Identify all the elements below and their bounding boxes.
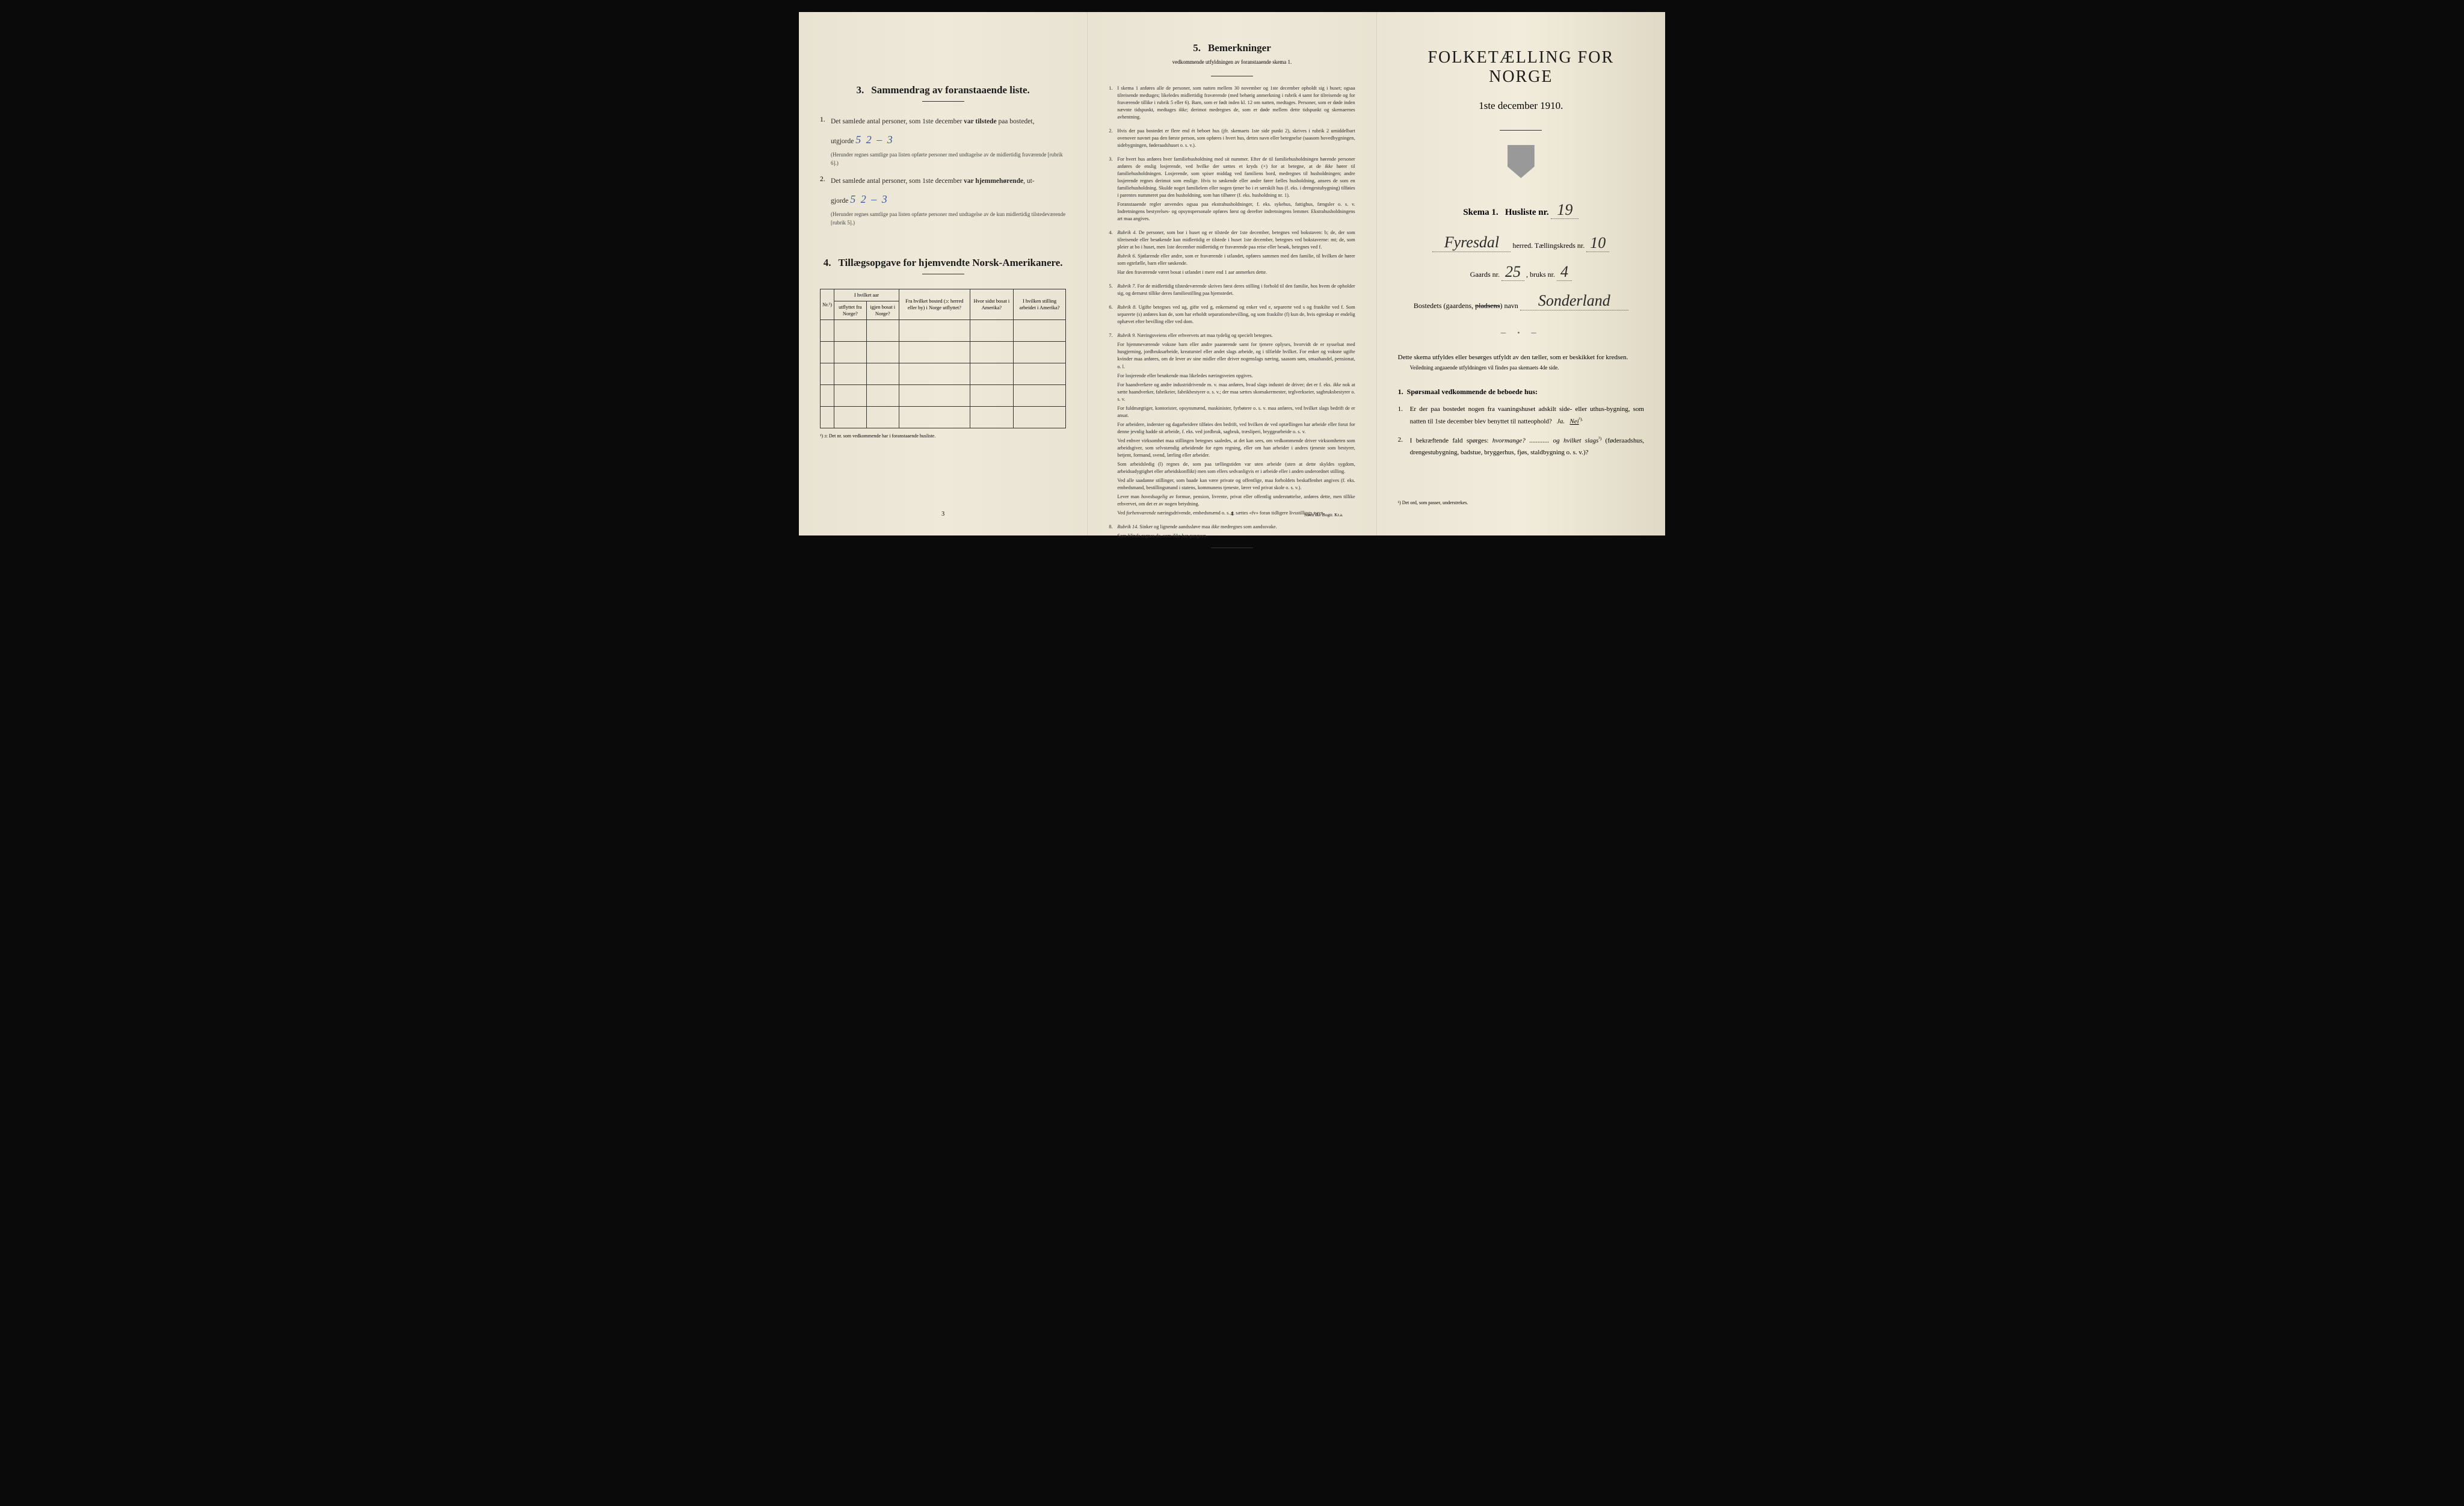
remark-item: 2.Hvis der paa bostedet er flere end ét …	[1109, 128, 1355, 151]
printer-credit: Steen'ske Bogtr. Kr.a.	[1304, 512, 1343, 517]
herred-line: Fyresdal herred. Tællingskreds nr. 10	[1398, 233, 1644, 252]
page-right: FOLKETÆLLING FOR NORGE 1ste december 191…	[1377, 12, 1665, 535]
table-row	[821, 363, 1066, 385]
page-middle: 5.Bemerkninger vedkommende utfyldningen …	[1088, 12, 1376, 535]
th-igjen: igjen bosat i Norge?	[866, 301, 899, 320]
remark-item: 5.Rubrik 7. For de midlertidig tilstedev…	[1109, 283, 1355, 299]
summary-item-1: 1. Det samlede antal personer, som 1ste …	[820, 116, 1066, 167]
bosted-line: Bostedets (gaardens, pladsens) navn Sond…	[1398, 292, 1644, 310]
th-hvor: Hvor sidst bosat i Amerika?	[970, 289, 1013, 320]
section5-title: 5.Bemerkninger	[1109, 42, 1355, 54]
instruction-text: Dette skema utfyldes eller besørges utfy…	[1398, 352, 1644, 372]
coat-of-arms-icon	[1508, 145, 1535, 178]
table-row	[821, 342, 1066, 363]
page-number: 3	[941, 511, 944, 517]
answer-nei: Nei	[1569, 418, 1578, 425]
title-underline	[1500, 130, 1542, 131]
ornament-divider: ─ • ─	[1398, 329, 1644, 338]
questions: 1. Spørsmaal vedkommende de beboede hus:…	[1398, 386, 1644, 459]
bosted-name: Sonderland	[1520, 292, 1628, 310]
main-date: 1ste december 1910.	[1398, 100, 1644, 112]
table-row	[821, 385, 1066, 407]
handwritten-count-2: 5 2 – 3	[850, 193, 889, 205]
census-document: 3.Sammendrag av foranstaaende liste. 1. …	[799, 12, 1665, 535]
remark-item: 1.I skema 1 anføres alle de personer, so…	[1109, 85, 1355, 123]
americans-table: Nr.¹) I hvilket aar Fra hvilket bosted (…	[820, 289, 1066, 428]
bruks-nr: 4	[1557, 263, 1572, 281]
question-1: 1. Er der paa bostedet nogen fra vaaning…	[1398, 404, 1644, 428]
section5-sub: vedkommende utfyldningen av foranstaaend…	[1109, 59, 1355, 65]
herred-name: Fyresdal	[1432, 233, 1511, 252]
title-underline	[922, 101, 964, 102]
remark-item: 4.Rubrik 4. De personer, som bor i huset…	[1109, 229, 1355, 278]
th-utflyttet: utflyttet fra Norge?	[834, 301, 867, 320]
th-year-group: I hvilket aar	[834, 289, 899, 301]
remark-item: 7.Rubrik 9. Næringsveiens eller erhverve…	[1109, 332, 1355, 518]
table-row	[821, 407, 1066, 428]
skema-line: Skema 1. Husliste nr. 19	[1398, 201, 1644, 219]
remark-item: 8.Rubrik 14. Sinker og lignende aandsslø…	[1109, 523, 1355, 542]
main-title: FOLKETÆLLING FOR NORGE	[1398, 48, 1644, 87]
th-stilling: I hvilken stilling arbeidet i Amerika?	[1013, 289, 1066, 320]
page-left: 3.Sammendrag av foranstaaende liste. 1. …	[799, 12, 1088, 535]
table-row	[821, 320, 1066, 342]
kreds-nr: 10	[1586, 234, 1609, 252]
gaards-line: Gaards nr. 25 , bruks nr. 4	[1398, 263, 1644, 281]
section4-title: 4.Tillægsopgave for hjemvendte Norsk-Ame…	[820, 257, 1066, 269]
remark-item: 6.Rubrik 8. Ugifte betegnes ved ug, gift…	[1109, 304, 1355, 327]
husliste-nr: 19	[1551, 201, 1578, 219]
section3-title: 3.Sammendrag av foranstaaende liste.	[820, 84, 1066, 96]
summary-item-2: 2. Det samlede antal personer, som 1ste …	[820, 176, 1066, 227]
footnote-underline-rule: ¹) Det ord, som passer, understrekes.	[1398, 500, 1468, 505]
gaards-nr: 25	[1502, 263, 1524, 281]
th-fra: Fra hvilket bosted (ɔ: herred eller by) …	[899, 289, 970, 320]
section4: 4.Tillægsopgave for hjemvendte Norsk-Ame…	[820, 257, 1066, 439]
page-number: 4	[1230, 511, 1233, 517]
remarks-list: 1.I skema 1 anføres alle de personer, so…	[1109, 85, 1355, 542]
th-nr: Nr.¹)	[821, 289, 834, 320]
remark-item: 3.For hvert hus anføres hver familiehush…	[1109, 156, 1355, 224]
handwritten-count-1: 5 2 – 3	[855, 134, 894, 146]
item2-note: (Herunder regnes samtlige paa listen opf…	[831, 211, 1066, 227]
question-2: 2. I bekræftende fald spørges: hvormange…	[1398, 434, 1644, 459]
table-footnote: ¹) ɔ: Det nr. som vedkommende har i fora…	[820, 433, 1066, 439]
item1-note: (Herunder regnes samtlige paa listen opf…	[831, 151, 1066, 167]
